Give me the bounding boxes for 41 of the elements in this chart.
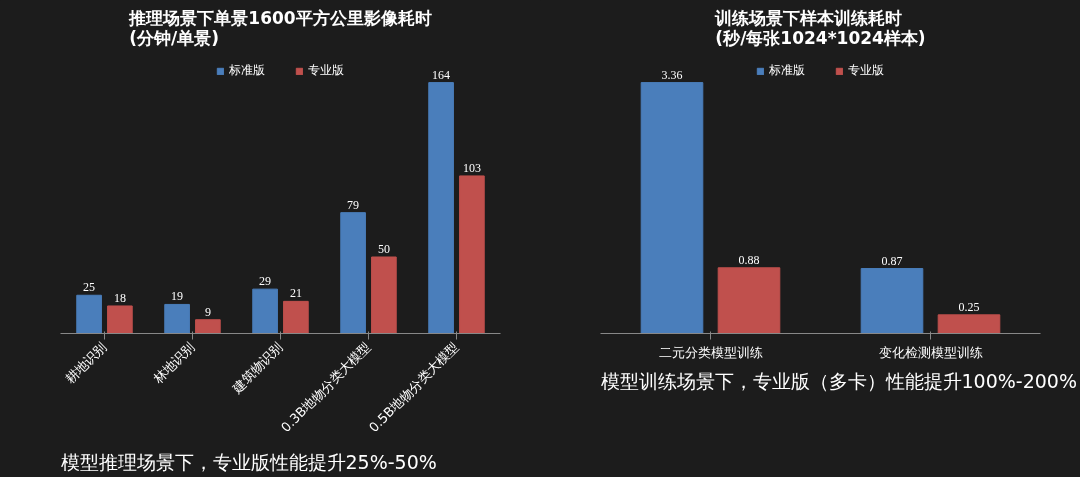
legend-label: 专业版 xyxy=(848,62,884,79)
bar xyxy=(717,267,781,334)
x-tick-label: 二元分类模型训练 xyxy=(658,344,763,360)
chart-title: 训练场景下样本训练耗时 (秒/每张1024*1024样本) xyxy=(714,7,926,48)
data-label: 19 xyxy=(171,289,184,304)
bar xyxy=(195,319,221,334)
x-tick-label: 耕地识别 xyxy=(62,339,110,387)
bar xyxy=(428,82,454,334)
bar xyxy=(107,305,133,334)
bar xyxy=(459,175,485,334)
data-label: 0.87 xyxy=(881,253,903,268)
bar xyxy=(937,314,1001,334)
bar xyxy=(371,256,397,334)
data-label: 21 xyxy=(289,286,302,301)
data-label: 3.36 xyxy=(661,67,683,82)
legend-label: 标准版 xyxy=(769,62,805,79)
data-label: 103 xyxy=(462,160,481,175)
bar xyxy=(164,303,190,334)
x-tick-label: 建筑物识别 xyxy=(228,339,286,397)
bar xyxy=(860,268,924,334)
data-label: 9 xyxy=(204,304,211,319)
chart-title: 推理场景下单景1600平方公里影像耗时 (分钟/单景) xyxy=(128,7,432,48)
bar xyxy=(252,288,278,334)
data-label: 50 xyxy=(377,242,390,257)
text: 模型训练场景下，专业版（多卡）性能提升100%-200% xyxy=(600,369,1077,392)
data-label: 79 xyxy=(347,197,360,212)
data-label: 0.25 xyxy=(958,299,980,314)
data-label: 164 xyxy=(432,67,451,82)
bar xyxy=(640,82,704,334)
legend-label: 专业版 xyxy=(308,62,344,79)
data-label: 25 xyxy=(83,280,96,295)
data-label: 0.88 xyxy=(738,252,760,267)
data-label: 18 xyxy=(113,290,126,305)
legend-label: 标准版 xyxy=(229,62,265,79)
bar xyxy=(76,294,102,334)
x-tick-label: 林地识别 xyxy=(149,339,198,388)
data-label: 29 xyxy=(259,274,272,289)
text: 模型推理场景下，专业版性能提升25%-50% xyxy=(60,450,437,473)
bar xyxy=(340,212,366,334)
bar xyxy=(283,300,309,334)
x-tick-label: 变化检测模型训练 xyxy=(878,344,983,360)
